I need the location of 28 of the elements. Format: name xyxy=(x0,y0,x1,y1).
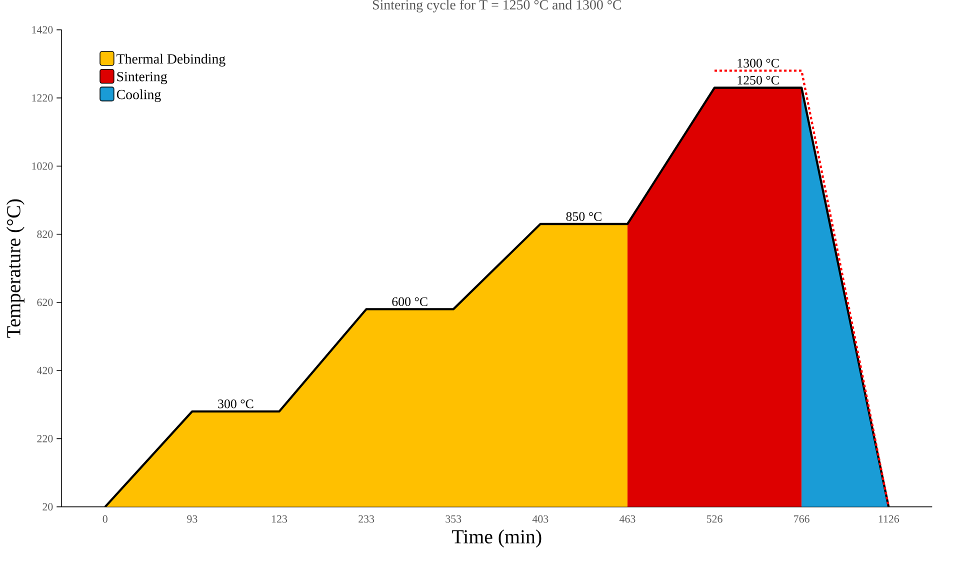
x-tick-label: 93 xyxy=(187,515,198,522)
y-tick-label: 220 xyxy=(37,434,53,442)
y-tick-label: 420 xyxy=(36,366,53,374)
y-tick-label: 1020 xyxy=(32,162,53,170)
x-tick-label: 123 xyxy=(272,515,288,522)
x-axis-title: Time (min) xyxy=(452,529,542,548)
y-tick-label: 1420 xyxy=(32,26,53,34)
x-tick-label: 526 xyxy=(706,515,722,522)
x-tick-label: 1126 xyxy=(878,515,900,522)
y-tick-label: 1220 xyxy=(32,94,53,102)
annotation: 300 °C xyxy=(218,399,254,408)
annotation: 1300 °C xyxy=(738,58,779,68)
x-tick-label: 403 xyxy=(532,515,548,522)
y-axis-title: Temperature (°C) xyxy=(6,199,24,338)
y-tick-label: 620 xyxy=(37,298,53,306)
annotation: 1250 °C xyxy=(738,76,779,84)
x-tick-label: 353 xyxy=(446,515,462,522)
annotation: 850 °C xyxy=(566,212,602,221)
x-tick-label: 0 xyxy=(102,515,108,522)
legend-label: Thermal Debinding xyxy=(116,54,226,66)
legend-label: Cooling xyxy=(116,89,161,102)
x-tick-label: 233 xyxy=(358,515,374,522)
legend-label: Sintering xyxy=(117,72,168,84)
y-tick-label: 820 xyxy=(37,230,53,238)
x-tick-label: 463 xyxy=(619,515,636,522)
y-tick-label: 20 xyxy=(42,502,53,510)
annotation: 600 °C xyxy=(392,297,428,306)
x-tick-label: 766 xyxy=(794,515,810,522)
